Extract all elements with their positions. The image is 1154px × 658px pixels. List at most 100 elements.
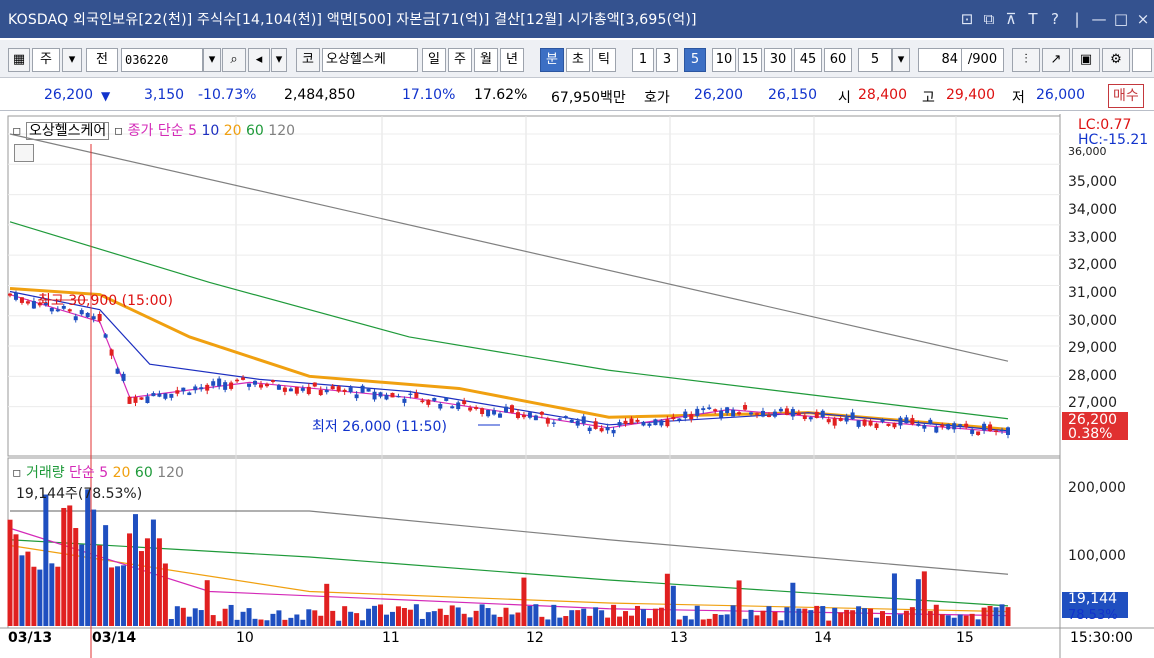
candle-body [480, 408, 485, 415]
candle-body [13, 292, 18, 300]
interval-45[interactable]: 45 [794, 48, 822, 72]
volume-bar [91, 509, 97, 626]
volume-bar [682, 615, 688, 626]
option-checkbox[interactable] [1132, 48, 1152, 72]
candle-body [844, 417, 849, 422]
candle-body [719, 410, 724, 418]
candle-body [581, 416, 586, 424]
interval-3[interactable]: 3 [656, 48, 678, 72]
close-icon[interactable]: × [1136, 10, 1150, 28]
volume-bar [808, 610, 814, 626]
volume-bar [31, 566, 37, 626]
volume-bar [228, 604, 234, 626]
candle-body [85, 312, 90, 318]
market-dropdown-icon[interactable]: ▾ [62, 48, 82, 72]
volume-bar [652, 608, 658, 626]
prev-button[interactable]: 전 [86, 48, 118, 72]
speaker-icon[interactable]: ◂ [248, 48, 270, 72]
interval-15[interactable]: 15 [738, 48, 762, 72]
volume-bar [826, 620, 832, 626]
volume-bar [557, 617, 563, 626]
candle-body [193, 386, 198, 391]
count-input[interactable]: 84 [918, 48, 962, 72]
buy-button[interactable]: 매수 [1108, 84, 1144, 108]
volume-bar [802, 608, 808, 626]
volume-bar [210, 615, 216, 626]
last-price-label: 26,200 [1068, 412, 1117, 428]
interval-60[interactable]: 60 [824, 48, 852, 72]
market-button[interactable]: 주 [32, 48, 60, 72]
volume-bar [97, 545, 103, 626]
speaker-dropdown-icon[interactable]: ▾ [271, 48, 287, 72]
minimize-icon[interactable]: — [1091, 10, 1107, 28]
period-second[interactable]: 초 [566, 48, 590, 72]
volume-bar [407, 609, 413, 626]
code-dropdown-icon[interactable]: ▾ [203, 48, 221, 72]
candle-body [474, 407, 479, 410]
volume-bar [425, 612, 431, 626]
bid-label: 호가 [644, 90, 670, 106]
period-minute[interactable]: 분 [540, 48, 564, 72]
candle-body [462, 400, 467, 405]
volume-bar [844, 609, 850, 626]
period-week[interactable]: 주 [448, 48, 472, 72]
volume-bar [634, 605, 640, 626]
volume-bar [395, 606, 401, 626]
interval-5[interactable]: 5 [684, 48, 706, 72]
volume-bar [856, 606, 862, 626]
custom-interval-input[interactable]: 5 [858, 48, 892, 72]
count-total: /900 [962, 48, 1004, 72]
candle-body [617, 422, 622, 426]
volume-bar [282, 619, 288, 626]
chart-layout-icon[interactable]: ▦ [8, 48, 30, 72]
candle-body [940, 424, 945, 427]
stock-name-field[interactable]: 오상헬스케 [322, 48, 418, 72]
period-year[interactable]: 년 [500, 48, 524, 72]
volume-bar [850, 610, 856, 626]
volume-bar [360, 620, 366, 626]
stock-label[interactable]: 오상헬스케어 [25, 122, 110, 140]
interval-1[interactable]: 1 [632, 48, 654, 72]
candle-tool-icon[interactable]: ⫶ [1012, 48, 1040, 72]
x-label-12: 12 [526, 630, 544, 646]
save-icon[interactable]: ▣ [1072, 48, 1100, 72]
trend-tool-icon[interactable]: ↗ [1042, 48, 1070, 72]
candle-body [486, 409, 491, 417]
table-toggle-icon[interactable] [14, 144, 34, 162]
candle-body [288, 388, 293, 392]
volume-bar [969, 613, 975, 626]
pin-icon[interactable]: ⊼ [1005, 10, 1017, 28]
chart-type-button[interactable]: 코 [296, 48, 320, 72]
candle-body [408, 393, 413, 395]
chart-area[interactable]: ▫ 오상헬스케어 ▫ 종가 단순 5 10 20 60 120 최고 30,90… [0, 114, 1154, 658]
settings-gear-icon[interactable]: ⚙ [1102, 48, 1130, 72]
search-icon[interactable]: ⌕ [222, 48, 246, 72]
candlestick-chart-svg[interactable] [0, 114, 1154, 658]
volume-bar [115, 566, 121, 626]
volume-bar [162, 563, 168, 626]
volume-bar [61, 507, 67, 626]
y-tick-29000: 29,000 [1068, 340, 1117, 356]
maximize-icon[interactable]: □ [1113, 10, 1129, 28]
legend-square-icon: ▫ [12, 123, 22, 139]
font-icon[interactable]: T [1028, 10, 1038, 28]
volume-bar [581, 608, 587, 626]
custom-interval-dropdown-icon[interactable]: ▾ [892, 48, 910, 72]
interval-10[interactable]: 10 [712, 48, 736, 72]
interval-30[interactable]: 30 [764, 48, 792, 72]
candle-body [115, 368, 120, 374]
volume-bar [312, 610, 318, 626]
help-icon[interactable]: ? [1051, 10, 1059, 28]
low-label: 저 [1012, 90, 1025, 106]
candle-body [276, 385, 281, 390]
period-day[interactable]: 일 [422, 48, 446, 72]
volume-bar [521, 577, 527, 626]
candle-body [378, 392, 383, 397]
period-month[interactable]: 월 [474, 48, 498, 72]
code-input[interactable]: 036220 [121, 48, 203, 72]
period-tick[interactable]: 틱 [592, 48, 616, 72]
screen-split-icon[interactable]: ⊡ [960, 10, 974, 28]
y-tick-27000: 27,000 [1068, 395, 1117, 411]
restore-copy-icon[interactable]: ⧉ [983, 10, 995, 28]
candle-body [145, 396, 150, 404]
